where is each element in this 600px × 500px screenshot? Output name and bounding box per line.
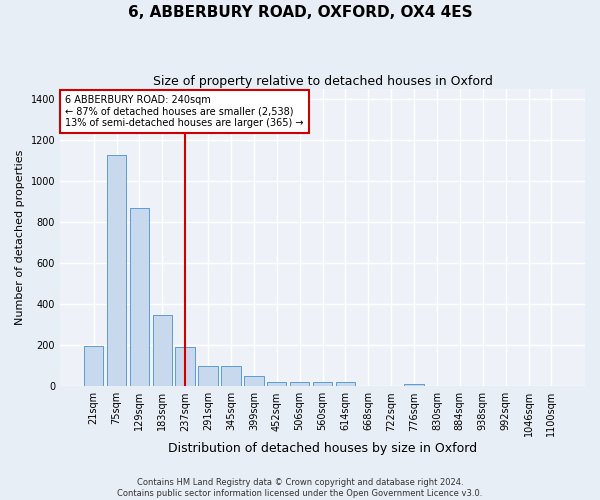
X-axis label: Distribution of detached houses by size in Oxford: Distribution of detached houses by size … (168, 442, 477, 455)
Text: Contains HM Land Registry data © Crown copyright and database right 2024.
Contai: Contains HM Land Registry data © Crown c… (118, 478, 482, 498)
Bar (313, 382, 332, 386)
Bar (107, 154, 126, 386)
Bar (290, 382, 310, 386)
Bar (404, 384, 424, 386)
Text: 6 ABBERBURY ROAD: 240sqm
← 87% of detached houses are smaller (2,538)
13% of sem: 6 ABBERBURY ROAD: 240sqm ← 87% of detach… (65, 95, 304, 128)
Text: 6, ABBERBURY ROAD, OXFORD, OX4 4ES: 6, ABBERBURY ROAD, OXFORD, OX4 4ES (128, 5, 472, 20)
Bar (199, 366, 218, 386)
Bar (267, 382, 286, 386)
Bar (175, 348, 195, 387)
Bar (221, 366, 241, 386)
Title: Size of property relative to detached houses in Oxford: Size of property relative to detached ho… (152, 75, 493, 88)
Bar (84, 346, 103, 387)
Bar (244, 376, 263, 386)
Bar (335, 382, 355, 386)
Bar (130, 208, 149, 386)
Y-axis label: Number of detached properties: Number of detached properties (15, 150, 25, 326)
Bar (152, 314, 172, 386)
